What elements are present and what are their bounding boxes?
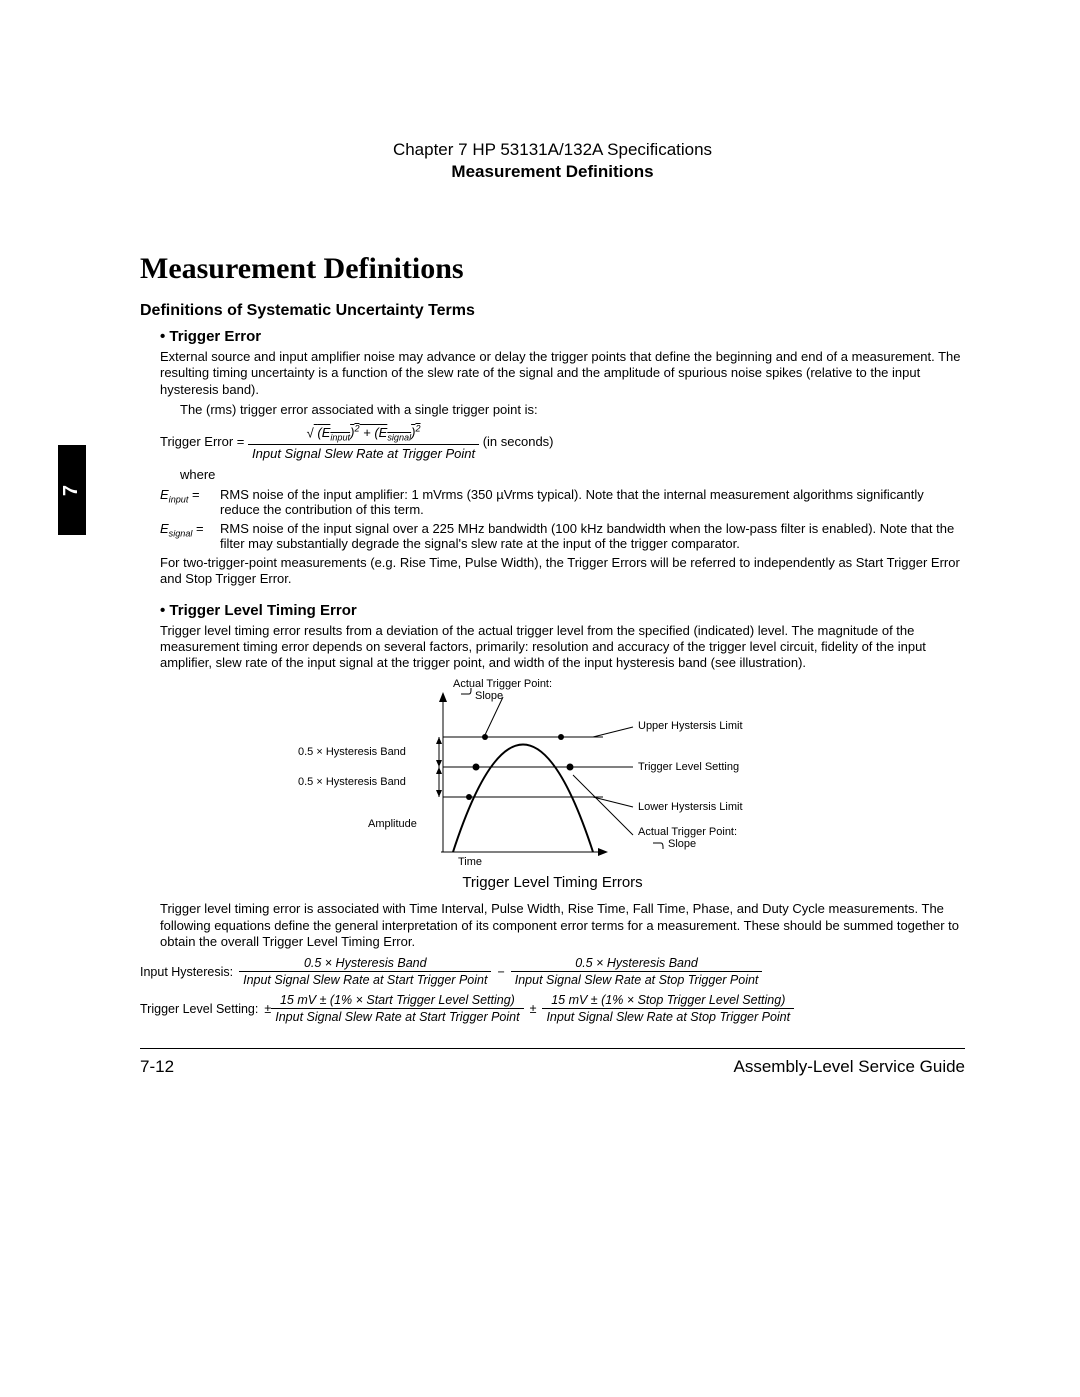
where-label: where xyxy=(180,467,965,483)
eq-hyst-den1: Input Signal Slew Rate at Start Trigger … xyxy=(239,972,491,987)
eq-hyst-den2: Input Signal Slew Rate at Stop Trigger P… xyxy=(511,972,763,987)
eq-tls-num1: 15 mV ± (1% × Start Trigger Level Settin… xyxy=(271,993,523,1009)
lbl-upper-hyst: Upper Hystersis Limit xyxy=(638,720,743,732)
tlte-diagram-svg: 0.5 × Hysteresis Band 0.5 × Hysteresis B… xyxy=(293,677,813,867)
page-container: Chapter 7 HP 53131A/132A Specifications … xyxy=(0,0,1080,1397)
where-row-2: Esignal = RMS noise of the input signal … xyxy=(160,521,965,551)
where-1-eq: = xyxy=(188,487,199,502)
formula-label: Trigger Error = xyxy=(160,434,244,449)
eq-hyst-num2: 0.5 × Hysteresis Band xyxy=(511,956,763,972)
subheading: Definitions of Systematic Uncertainty Te… xyxy=(140,302,965,320)
footer: 7-12 Assembly-Level Service Guide xyxy=(140,1048,965,1077)
eq-tls-pm1: ± xyxy=(264,1002,271,1016)
eq-hysteresis: Input Hysteresis: 0.5 × Hysteresis Band … xyxy=(140,956,965,987)
formula-fraction: √ (Einput)2 + (Esignal)2 Input Signal Sl… xyxy=(248,424,479,461)
formula-sub1: input xyxy=(330,433,350,443)
tlte-para2: Trigger level timing error is associated… xyxy=(160,901,965,950)
trigger-error-heading: Trigger Error xyxy=(160,328,965,345)
where-1-lhs: E xyxy=(160,487,169,502)
formula-sub2: signal xyxy=(387,433,411,443)
lbl-half-hyst-1: 0.5 × Hysteresis Band xyxy=(298,746,406,758)
lbl-time: Time xyxy=(458,856,482,867)
eq-tls-label: Trigger Level Setting: xyxy=(140,1002,258,1016)
formula-num-a: (E xyxy=(317,425,330,440)
lbl-amplitude: Amplitude xyxy=(368,818,417,830)
page-title: Measurement Definitions xyxy=(140,252,965,286)
eq-hyst-label: Input Hysteresis: xyxy=(140,965,233,979)
where-1-rhs: RMS noise of the input amplifier: 1 mVrm… xyxy=(220,487,965,517)
tlte-heading: Trigger Level Timing Error xyxy=(160,602,965,619)
trigger-error-formula: Trigger Error = √ (Einput)2 + (Esignal)2… xyxy=(160,424,965,461)
lbl-actual-tp-1: Actual Trigger Point: xyxy=(453,678,552,690)
lbl-lower-hyst: Lower Hystersis Limit xyxy=(638,801,743,813)
where-list: Einput = RMS noise of the input amplifie… xyxy=(160,487,965,551)
formula-num-c: + (E xyxy=(360,425,388,440)
trigger-error-para2: The (rms) trigger error associated with … xyxy=(180,402,965,418)
section-line: Measurement Definitions xyxy=(140,162,965,182)
formula-den: Input Signal Slew Rate at Trigger Point xyxy=(248,445,479,461)
trigger-error-para3: For two-trigger-point measurements (e.g.… xyxy=(160,555,965,588)
eq-trigger-level-setting: Trigger Level Setting: ± 15 mV ± (1% × S… xyxy=(140,993,965,1024)
lbl-trigger-setting: Trigger Level Setting xyxy=(638,761,739,773)
lbl-slope-up: Slope xyxy=(475,690,503,702)
lbl-slope-dn: Slope xyxy=(668,838,696,850)
formula-tail: (in seconds) xyxy=(483,434,554,449)
guide-title: Assembly-Level Service Guide xyxy=(734,1057,965,1077)
trigger-error-para1: External source and input amplifier nois… xyxy=(160,349,965,398)
where-2-sub: signal xyxy=(169,529,193,539)
where-row-1: Einput = RMS noise of the input amplifie… xyxy=(160,487,965,517)
eq-tls-den2: Input Signal Slew Rate at Stop Trigger P… xyxy=(542,1009,794,1024)
tlte-para1: Trigger level timing error results from … xyxy=(160,623,965,672)
where-2-rhs: RMS noise of the input signal over a 225… xyxy=(220,521,965,551)
lbl-actual-tp-2: Actual Trigger Point: xyxy=(638,826,737,838)
eq-tls-num2: 15 mV ± (1% × Stop Trigger Level Setting… xyxy=(542,993,794,1009)
eq-tls-den1: Input Signal Slew Rate at Start Trigger … xyxy=(271,1009,523,1024)
tlte-diagram: 0.5 × Hysteresis Band 0.5 × Hysteresis B… xyxy=(293,677,813,872)
diagram-caption: Trigger Level Timing Errors xyxy=(140,874,965,891)
lbl-half-hyst-2: 0.5 × Hysteresis Band xyxy=(298,776,406,788)
eq-hyst-num1: 0.5 × Hysteresis Band xyxy=(239,956,491,972)
chapter-line: Chapter 7 HP 53131A/132A Specifications xyxy=(140,140,965,160)
where-2-lhs: E xyxy=(160,521,169,536)
where-2-eq: = xyxy=(192,521,203,536)
page-number: 7-12 xyxy=(140,1057,174,1077)
where-1-sub: input xyxy=(169,495,189,505)
